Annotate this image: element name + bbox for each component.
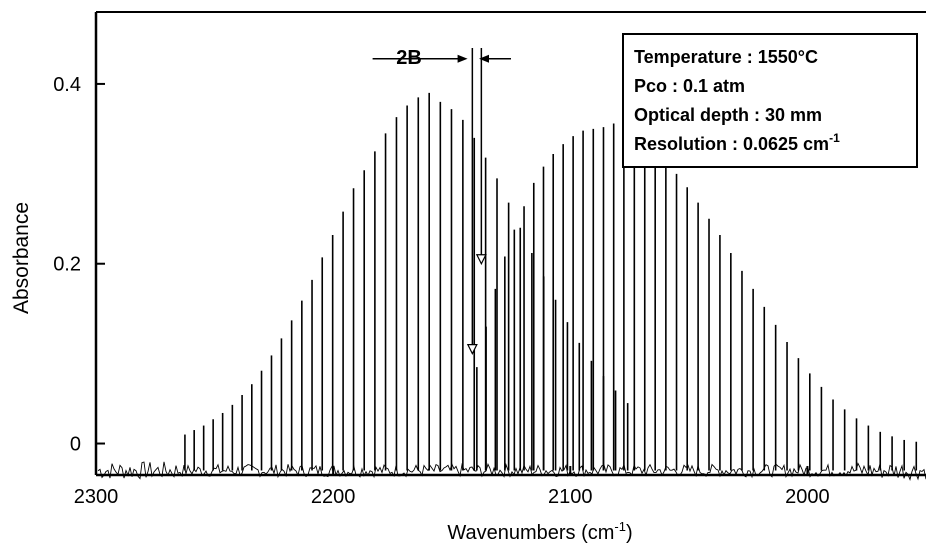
y-axis-label: Absorbance xyxy=(10,202,33,314)
x-axis-label-text: Wavenumbers xyxy=(447,522,575,544)
bracket-right-head xyxy=(478,54,489,63)
spectral-lines xyxy=(184,92,918,471)
y-tick-label: 0.2 xyxy=(53,254,81,276)
bracket-left-head xyxy=(457,54,468,63)
arrow-left-head xyxy=(466,344,478,355)
x-axis-label: Wavenumbers (cm-1) xyxy=(447,519,632,544)
x-tick-label: 2100 xyxy=(548,486,593,508)
arrow-right-head xyxy=(475,254,487,266)
x-tick-label: 2000 xyxy=(785,486,830,508)
noise-trace xyxy=(97,461,926,481)
legend-pressure: Pco : 0.1 atm xyxy=(634,76,746,96)
x-axis-unit-exp: -1 xyxy=(614,519,626,534)
y-tick-label: 0 xyxy=(70,434,81,456)
y-ticks: 0 0.2 0.4 xyxy=(53,74,105,456)
legend: Temperature : 1550°C Pco : 0.1 atm Optic… xyxy=(622,33,918,168)
legend-resolution: Resolution : 0.0625 cm-1 xyxy=(634,131,840,154)
legend-optical-depth: Optical depth : 30 mm xyxy=(634,105,823,125)
x-tick-label: 2200 xyxy=(311,486,356,508)
y-tick-label: 0.4 xyxy=(53,74,81,96)
rotational-constant-annotation: 2B xyxy=(372,47,511,355)
legend-temperature: Temperature : 1550°C xyxy=(634,47,818,67)
x-ticks: 2300 2200 2100 2000 xyxy=(74,466,830,508)
x-axis-unit: cm xyxy=(588,522,615,544)
baseline-noise xyxy=(97,461,926,481)
x-tick-label: 2300 xyxy=(74,486,119,508)
